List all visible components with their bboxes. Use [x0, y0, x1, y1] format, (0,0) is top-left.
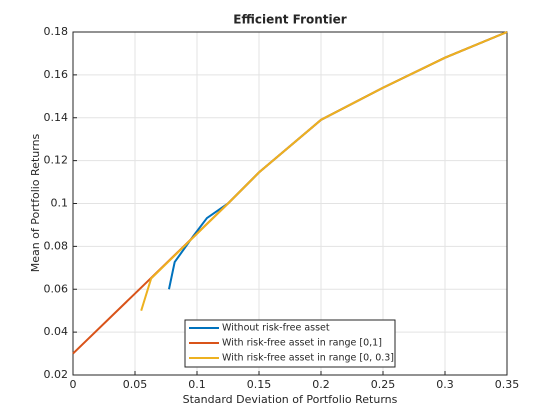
x-tick-label: 0.25: [371, 378, 396, 391]
y-tick-label: 0.16: [44, 68, 69, 81]
x-axis-label: Standard Deviation of Portfolio Returns: [183, 393, 398, 406]
x-tick-label: 0.15: [247, 378, 272, 391]
x-tick-label: 0.3: [436, 378, 454, 391]
y-tick-label: 0.04: [44, 325, 69, 338]
x-tick-label: 0.1: [188, 378, 206, 391]
x-tick-label: 0.35: [495, 378, 520, 391]
plot-area: 0 0.05 0.1 0.15 0.2 0.25 0.3 0.35 0.02 0.04 0.06 0.…: [44, 25, 520, 391]
y-tick-label: 0.18: [44, 25, 69, 38]
legend: Without risk-free asset With risk-free as…: [184, 319, 396, 368]
legend-label: With risk-free asset in range [0, 0.3]: [222, 353, 394, 364]
legend-box: [184, 319, 396, 368]
y-tick-label: 0.02: [44, 368, 69, 381]
series-line: [140, 31, 508, 311]
y-tick-label: 0.1: [51, 197, 69, 210]
y-tick-label: 0.12: [44, 154, 69, 167]
legend-label: Without risk-free asset: [222, 323, 330, 334]
x-tick-label: 0: [70, 378, 77, 391]
y-tick-label: 0.06: [44, 282, 69, 295]
x-tick-label: 0.05: [123, 378, 148, 391]
chart-title: Efficient Frontier: [233, 13, 347, 27]
y-axis-label: Mean of Portfolio Returns: [29, 133, 42, 272]
legend-label: With risk-free asset in range [0,1]: [222, 338, 382, 349]
axes-box: [72, 31, 508, 376]
y-tick-label: 0.14: [44, 111, 69, 124]
y-tick-label: 0.08: [44, 239, 69, 252]
x-tick-label: 0.2: [312, 378, 330, 391]
